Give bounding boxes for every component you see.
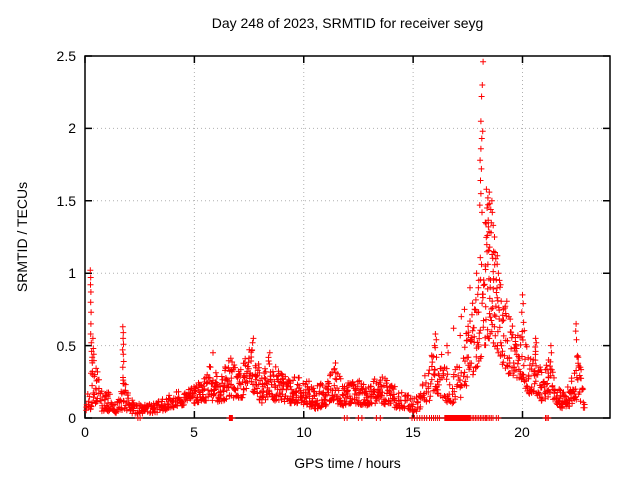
x-tick-label-10: 10: [296, 424, 312, 440]
x-tick-label-0: 0: [81, 424, 89, 440]
chart-title: Day 248 of 2023, SRMTID for receiver sey…: [211, 15, 484, 31]
scatter-points-series: [83, 58, 588, 421]
y-tick-label-2p5: 2.5: [56, 48, 76, 64]
x-tick-label-15: 15: [405, 424, 421, 440]
y-tick-label-2: 2: [68, 120, 76, 136]
x-tick-label-5: 5: [190, 424, 198, 440]
y-tick-label-1: 1: [68, 265, 76, 281]
y-tick-label-0p5: 0.5: [56, 338, 76, 354]
x-tick-label-20: 20: [514, 424, 530, 440]
x-axis-label: GPS time / hours: [294, 455, 401, 471]
y-tick-label-0: 0: [68, 410, 76, 426]
axis-tick-marks: [84, 55, 610, 419]
y-tick-label-1p5: 1.5: [56, 193, 76, 209]
grid-lines: [85, 56, 610, 418]
